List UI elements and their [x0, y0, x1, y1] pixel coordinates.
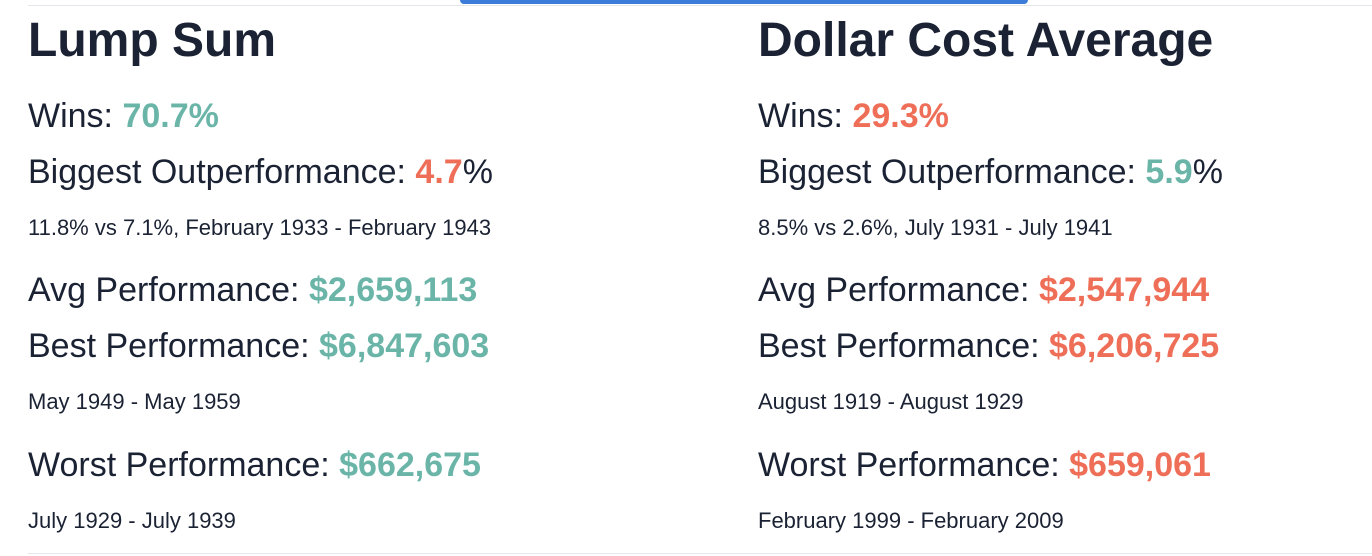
- top-divider: [28, 5, 1372, 6]
- worst-value: $659,061: [1069, 446, 1211, 484]
- active-tab-indicator: [460, 0, 1028, 4]
- dca-avg-performance: Avg Performance: $2,547,944: [758, 270, 1209, 310]
- worst-value: $662,675: [339, 446, 481, 484]
- wins-label: Wins:: [758, 97, 853, 135]
- lump-sum-best-performance: Best Performance: $6,847,603: [28, 326, 489, 366]
- avg-label: Avg Performance:: [28, 271, 309, 309]
- lump-sum-best-period: May 1949 - May 1959: [28, 389, 241, 414]
- dca-worst-period: February 1999 - February 2009: [758, 508, 1064, 533]
- lump-sum-worst-performance: Worst Performance: $662,675: [28, 445, 481, 485]
- dca-wins: Wins: 29.3%: [758, 96, 949, 136]
- best-value: $6,206,725: [1049, 327, 1220, 365]
- dca-best-performance: Best Performance: $6,206,725: [758, 326, 1219, 366]
- wins-value: 70.7%: [122, 97, 219, 135]
- best-label: Best Performance:: [758, 327, 1050, 365]
- avg-value: $2,659,113: [308, 271, 478, 309]
- best-value: $6,847,603: [319, 327, 490, 365]
- worst-label: Worst Performance:: [758, 446, 1070, 484]
- outperformance-value: 4.7: [415, 153, 463, 191]
- lump-sum-outperformance: Biggest Outperformance: 4.7%: [28, 152, 493, 192]
- lump-sum-worst-period: July 1929 - July 1939: [28, 508, 236, 533]
- best-label: Best Performance:: [28, 327, 320, 365]
- outperformance-label: Biggest Outperformance:: [758, 153, 1146, 191]
- bottom-divider: [28, 553, 1372, 554]
- lump-sum-title: Lump Sum: [28, 14, 276, 67]
- dca-outperformance-detail: 8.5% vs 2.6%, July 1931 - July 1941: [758, 215, 1113, 240]
- outperformance-suffix: %: [462, 153, 493, 191]
- outperformance-suffix: %: [1192, 153, 1223, 191]
- outperformance-value: 5.9: [1145, 153, 1193, 191]
- avg-value: $2,547,944: [1038, 271, 1210, 309]
- dca-outperformance: Biggest Outperformance: 5.9%: [758, 152, 1223, 192]
- wins-value: 29.3%: [852, 97, 949, 135]
- dca-worst-performance: Worst Performance: $659,061: [758, 445, 1211, 485]
- lump-sum-outperformance-detail: 11.8% vs 7.1%, February 1933 - February …: [28, 215, 492, 240]
- outperformance-label: Biggest Outperformance:: [28, 153, 416, 191]
- dca-best-period: August 1919 - August 1929: [758, 389, 1024, 414]
- dca-title: Dollar Cost Average: [758, 14, 1214, 67]
- avg-label: Avg Performance:: [758, 271, 1039, 309]
- worst-label: Worst Performance:: [28, 446, 340, 484]
- lump-sum-wins: Wins: 70.7%: [28, 96, 219, 136]
- lump-sum-avg-performance: Avg Performance: $2,659,113: [28, 270, 477, 310]
- wins-label: Wins:: [28, 97, 123, 135]
